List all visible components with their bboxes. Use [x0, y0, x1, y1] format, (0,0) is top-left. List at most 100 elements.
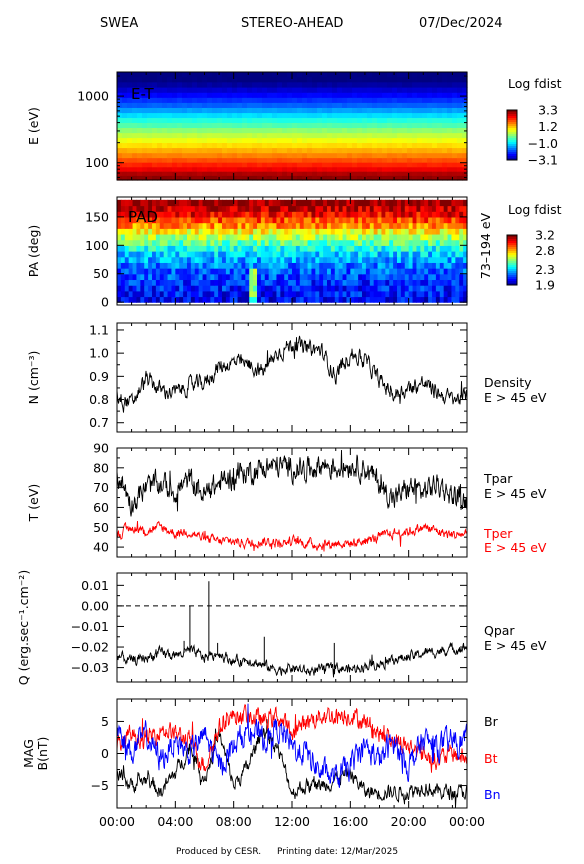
spectrogram-cell	[157, 72, 163, 78]
spectrogram-cell	[357, 87, 363, 93]
pad-cell	[307, 233, 313, 241]
pad-cell	[183, 205, 188, 212]
pad-cell	[140, 256, 145, 263]
pad-cell	[268, 211, 274, 218]
spectrogram-cell	[377, 171, 383, 176]
spectrogram-cell	[187, 166, 193, 172]
pad-cell	[443, 233, 449, 241]
pad-cell	[365, 239, 371, 246]
spectrogram-cell	[162, 142, 168, 149]
pad-cell	[463, 239, 468, 246]
spectrogram-cell	[212, 107, 218, 114]
spectrogram-cell	[322, 132, 328, 139]
spectrogram-cell	[327, 171, 333, 176]
spectrogram-cell	[317, 102, 323, 108]
spectrogram-cell	[407, 127, 413, 134]
spectrogram-cell	[157, 97, 163, 103]
pad-cell	[284, 245, 289, 252]
spectrogram-cell	[132, 72, 138, 78]
pad-cell	[233, 256, 239, 263]
pad-cell	[319, 296, 324, 303]
pad-cell	[435, 251, 441, 258]
y-tick-label: 60	[93, 500, 109, 515]
spectrogram-cell	[412, 87, 418, 93]
spectrogram-cell	[402, 175, 408, 181]
spectrogram-cell	[392, 162, 398, 168]
pad-cell	[358, 205, 363, 212]
pad-cell	[163, 256, 169, 263]
pad-cell	[447, 205, 453, 212]
spectrogram-cell	[312, 152, 318, 159]
spectrogram-cell	[262, 171, 268, 176]
spectrogram-cell	[462, 102, 468, 108]
plot-frame	[116, 322, 468, 433]
pad-cell	[132, 262, 138, 269]
pad-cell	[307, 239, 313, 246]
spectrogram-cell	[422, 87, 428, 93]
spectrogram-cell	[242, 132, 248, 139]
pad-cell	[171, 239, 176, 246]
pad-cell	[323, 262, 328, 269]
spectrogram-cell	[417, 166, 423, 172]
spectrogram-cell	[447, 117, 453, 123]
spectrogram-cell	[222, 72, 228, 78]
spectrogram-cell	[167, 76, 173, 83]
y-tick-label: 5	[101, 714, 109, 729]
spectrogram-cell	[417, 162, 423, 168]
spectrogram-cell	[237, 81, 243, 88]
spectrogram-cell	[317, 171, 323, 176]
spectrogram-cell	[132, 171, 138, 176]
pad-cell	[346, 222, 351, 229]
pad-cell	[288, 205, 293, 212]
pad-cell	[159, 199, 165, 207]
pad-cell	[397, 290, 402, 298]
spectrogram-cell	[427, 166, 433, 172]
pad-cell	[187, 279, 192, 286]
spectrogram-cell	[357, 166, 363, 172]
spectrogram-cell	[202, 171, 208, 176]
spectrogram-cell	[322, 142, 328, 149]
spectrogram-cell	[417, 76, 423, 83]
spectrogram-cell	[157, 107, 163, 114]
pad-cell	[233, 268, 239, 275]
pad-cell	[292, 251, 297, 258]
pad-cell	[152, 245, 157, 252]
spectrogram-cell	[327, 142, 333, 149]
pad-cell	[292, 279, 297, 286]
pad-cell	[362, 251, 367, 258]
spectrogram-cell	[452, 97, 458, 103]
spectrogram-cell	[247, 171, 253, 176]
pad-cell	[369, 279, 375, 286]
spectrogram-cell	[442, 107, 448, 114]
pad-cell	[397, 228, 402, 235]
pad-cell	[385, 228, 390, 235]
pad-cell	[190, 222, 196, 229]
spectrogram-cell	[232, 157, 238, 163]
pad-cell	[148, 296, 153, 303]
pad-cell	[358, 251, 363, 258]
pad-cell	[307, 251, 313, 258]
pad-cell	[463, 233, 468, 241]
pad-cell	[222, 262, 227, 269]
spectrogram-cell	[202, 117, 208, 123]
spectrogram-cell	[462, 157, 468, 163]
spectrogram-cell	[202, 147, 208, 154]
spectrogram-cell	[292, 127, 298, 134]
pad-cell	[233, 211, 239, 218]
spectrogram-cell	[357, 171, 363, 176]
spectrogram-cell	[282, 166, 288, 172]
spectrogram-cell	[242, 142, 248, 149]
pad-cell	[323, 285, 328, 292]
pad-cell	[432, 268, 437, 275]
pad-cell	[144, 205, 149, 212]
pad-cell	[225, 290, 231, 298]
spectrogram-cell	[367, 175, 373, 181]
colorbar-segment	[507, 245, 517, 248]
spectrogram-cell	[147, 162, 153, 168]
pad-cell	[268, 296, 274, 303]
spectrogram-cell	[442, 132, 448, 139]
pad-cell	[120, 285, 126, 292]
spectrogram-cell	[247, 117, 253, 123]
spectrogram-cell	[167, 117, 173, 123]
spectrogram-cell	[337, 87, 343, 93]
